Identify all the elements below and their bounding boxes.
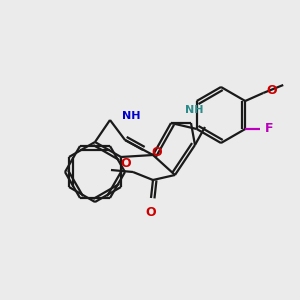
Text: O: O bbox=[266, 85, 277, 98]
Text: O: O bbox=[120, 157, 131, 170]
Text: NH: NH bbox=[122, 111, 140, 121]
Text: O: O bbox=[151, 146, 162, 160]
Text: NH: NH bbox=[185, 105, 203, 115]
Text: O: O bbox=[146, 206, 156, 219]
Text: F: F bbox=[265, 122, 274, 136]
